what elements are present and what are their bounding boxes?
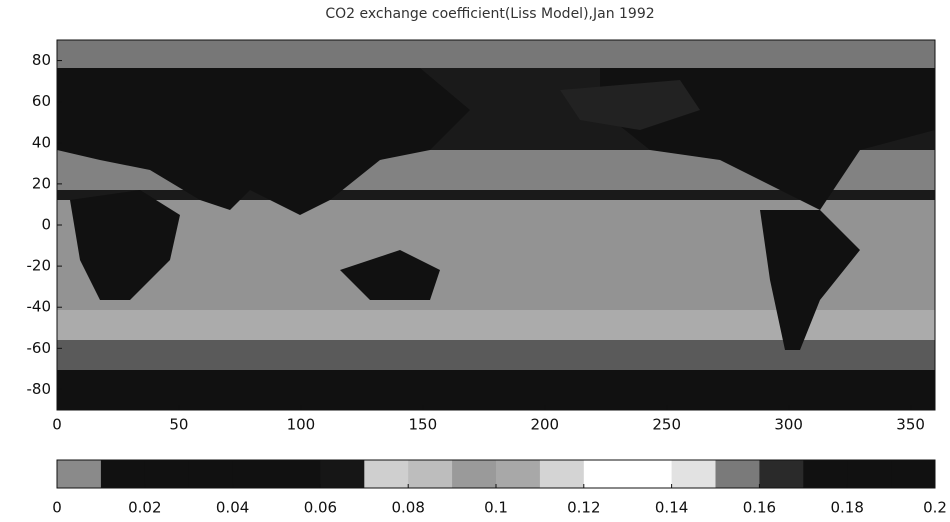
colorbar-segment	[583, 460, 629, 488]
x-tick-label: 100	[287, 416, 316, 434]
colorbar-segment	[891, 460, 936, 488]
y-tick-label: -20	[27, 257, 52, 275]
x-tick-label: 200	[530, 416, 559, 434]
africa	[70, 190, 180, 300]
southern-ocean-band	[57, 340, 935, 370]
colorbar-tick-label: 0.04	[216, 499, 249, 517]
colorbar-segment	[188, 460, 234, 488]
y-tick-label: -40	[27, 298, 52, 316]
arctic-band	[57, 40, 935, 68]
colorbar-tick-label: 0.08	[391, 499, 424, 517]
colorbar-segment	[452, 460, 497, 488]
australia	[340, 250, 440, 300]
map-field	[57, 40, 935, 410]
colorbar-segment	[539, 460, 585, 488]
north-pacific	[560, 80, 700, 130]
x-tick-label: 350	[896, 416, 925, 434]
colorbar-segment	[496, 460, 541, 488]
y-tick-label: 40	[32, 133, 51, 151]
colorbar-segment	[715, 460, 760, 488]
y-tick-label: 20	[32, 174, 51, 192]
south-america	[760, 210, 860, 350]
x-tick-label: 0	[52, 416, 62, 434]
y-tick-label: -80	[27, 380, 52, 398]
colorbar-tick-label: 0.1	[484, 499, 508, 517]
colorbar-tick-label: 0.2	[923, 499, 947, 517]
colorbar-segment	[759, 460, 804, 488]
x-tick-label: 250	[652, 416, 681, 434]
y-tick-label: -60	[27, 339, 52, 357]
eurasia	[57, 68, 470, 215]
colorbar-tick-label: 0	[52, 499, 62, 517]
colorbar-segment	[408, 460, 453, 488]
colorbar-segment	[847, 460, 892, 488]
colorbar-segment	[232, 460, 277, 488]
x-tick-label: 50	[169, 416, 188, 434]
antarctica	[57, 370, 935, 410]
colorbar-segment	[57, 460, 102, 488]
chart-title: CO2 exchange coefficient(Liss Model),Jan…	[325, 6, 654, 22]
colorbar-segment	[320, 460, 365, 488]
x-tick-label: 150	[409, 416, 438, 434]
colorbar-segment	[627, 460, 673, 488]
colorbar-segment	[144, 460, 190, 488]
colorbar-tick-label: 0.12	[567, 499, 600, 517]
y-tick-label: 0	[41, 216, 51, 234]
colorbar-segment	[803, 460, 848, 488]
colorbar-tick-label: 0.18	[830, 499, 863, 517]
colorbar-segment	[276, 460, 321, 488]
colorbar-tick-label: 0.06	[304, 499, 337, 517]
colorbar-segment	[100, 460, 146, 488]
x-tick-label: 300	[774, 416, 803, 434]
colorbar-tick-label: 0.16	[743, 499, 776, 517]
colorbar-tick-label: 0.14	[655, 499, 688, 517]
colorbar-segment	[671, 460, 716, 488]
colorbar-segment	[364, 460, 409, 488]
y-tick-label: 60	[32, 92, 51, 110]
colorbar-tick-label: 0.02	[128, 499, 161, 517]
y-tick-label: 80	[32, 51, 51, 69]
